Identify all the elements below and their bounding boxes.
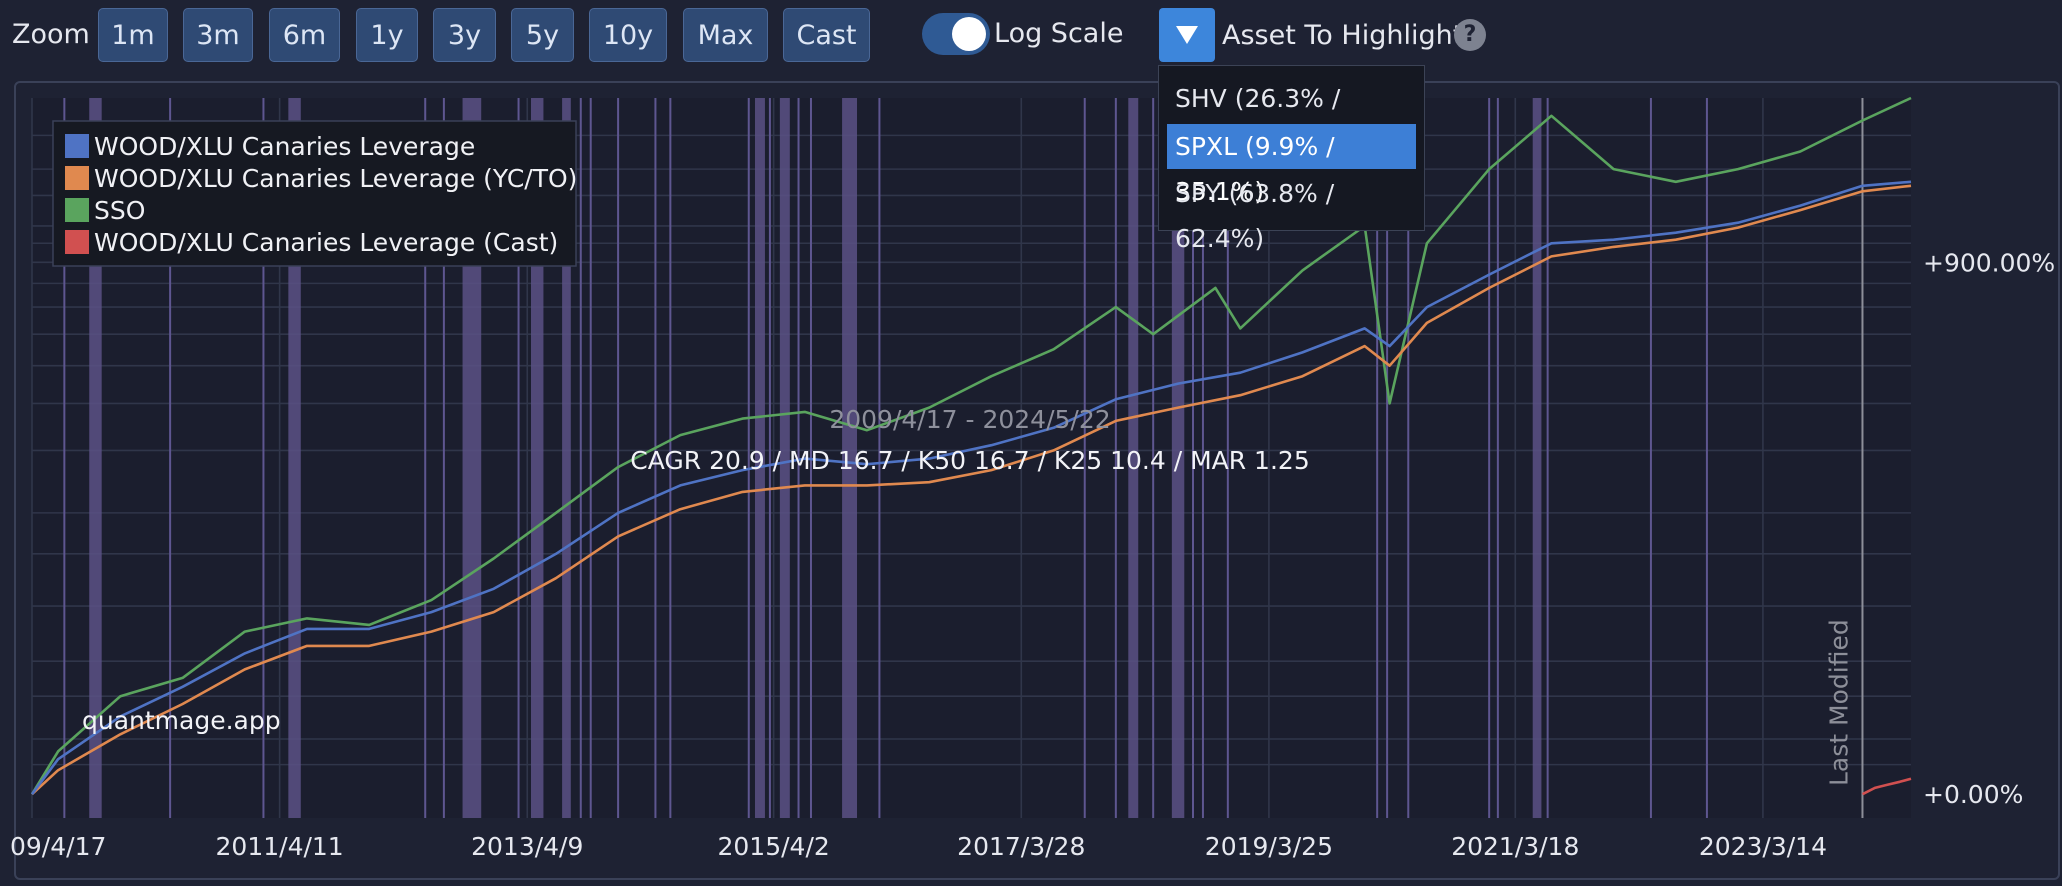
asset-highlight-menu: SHV (26.3% / 2.5%) SPXL (9.9% / 35.1%) S… — [1158, 65, 1425, 253]
legend-label: SSO — [94, 196, 145, 225]
x-tick-label: 2015/4/2 — [718, 832, 830, 861]
zoom-3y-button[interactable]: 3y — [433, 8, 496, 62]
highlight-band — [1128, 98, 1139, 818]
highlight-band — [89, 98, 102, 818]
highlight-band — [288, 98, 301, 818]
zoom-10y-button[interactable]: 10y — [589, 8, 667, 62]
highlight-band — [462, 98, 482, 818]
stats-label: CAGR 20.9 / MD 16.7 / K50 16.7 / K25 10.… — [630, 446, 1309, 475]
zoom-3m-button[interactable]: 3m — [183, 8, 253, 62]
y-tick-label: +900.00% — [1923, 248, 2055, 277]
legend-swatch — [65, 166, 89, 190]
highlight-band — [1532, 98, 1542, 818]
dropdown-option-shv[interactable]: SHV (26.3% / 2.5%) — [1175, 84, 1341, 158]
zoom-1m-button[interactable]: 1m — [98, 8, 168, 62]
legend-swatch — [65, 230, 89, 254]
chart-frame — [14, 81, 2060, 880]
asset-highlight-dropdown-button[interactable] — [1159, 8, 1215, 62]
zoom-5y-button[interactable]: 5y — [511, 8, 574, 62]
x-tick-label: 2011/4/11 — [216, 832, 344, 861]
legend-swatch — [65, 198, 89, 222]
toggle-knob — [952, 17, 986, 51]
highlight-band — [1171, 98, 1185, 818]
help-icon[interactable]: ? — [1454, 19, 1486, 51]
zoom-1y-button[interactable]: 1y — [356, 8, 418, 62]
last-modified-label: Last Modified — [1824, 619, 1853, 786]
toolbar: Zoom 1m 3m 6m 1y 3y 5y 10y Max Cast Log … — [0, 0, 2062, 75]
x-tick-label: 2021/3/18 — [1451, 832, 1579, 861]
y-tick-label: +0.00% — [1923, 780, 2023, 809]
legend-label: WOOD/XLU Canaries Leverage — [94, 132, 475, 161]
legend-label: WOOD/XLU Canaries Leverage (YC/TO) — [94, 164, 577, 193]
legend-box — [52, 120, 577, 267]
log-scale-label: Log Scale — [994, 18, 1124, 49]
series-line — [30, 96, 1912, 795]
asset-highlight-label: Asset To Highlight — [1222, 20, 1464, 51]
x-tick-label: 2019/3/25 — [1205, 832, 1333, 861]
series-line — [31, 184, 1912, 796]
highlight-band — [530, 98, 544, 818]
dropdown-option-spxl[interactable]: SPXL (9.9% / 35.1%) — [1167, 124, 1416, 206]
date-range-label: 2009/4/17 - 2024/5/22 — [829, 405, 1110, 434]
caret-down-icon — [1176, 26, 1198, 44]
x-tick-label: 2013/4/9 — [471, 832, 583, 861]
log-scale-toggle[interactable] — [922, 13, 990, 55]
legend: WOOD/XLU Canaries Leverage WOOD/XLU Canar… — [52, 120, 577, 267]
highlight-band — [842, 98, 858, 818]
x-tick-label: 09/4/17 — [10, 832, 106, 861]
zoom-6m-button[interactable]: 6m — [269, 8, 340, 62]
series-line — [1861, 777, 1912, 796]
zoom-max-button[interactable]: Max — [683, 8, 768, 62]
highlight-band — [562, 98, 571, 818]
watermark: quantmage.app — [82, 706, 281, 735]
highlight-band — [754, 98, 765, 818]
dropdown-option-spy[interactable]: SPY (63.8% / 62.4%) — [1175, 179, 1335, 253]
legend-label: WOOD/XLU Canaries Leverage (Cast) — [94, 228, 558, 257]
series-line — [30, 180, 1912, 795]
x-tick-label: 2017/3/28 — [957, 832, 1085, 861]
zoom-cast-button[interactable]: Cast — [783, 8, 870, 62]
zoom-label: Zoom — [12, 19, 90, 50]
x-tick-label: 2023/3/14 — [1699, 832, 1827, 861]
legend-swatch — [65, 134, 89, 158]
highlight-band — [779, 98, 790, 818]
